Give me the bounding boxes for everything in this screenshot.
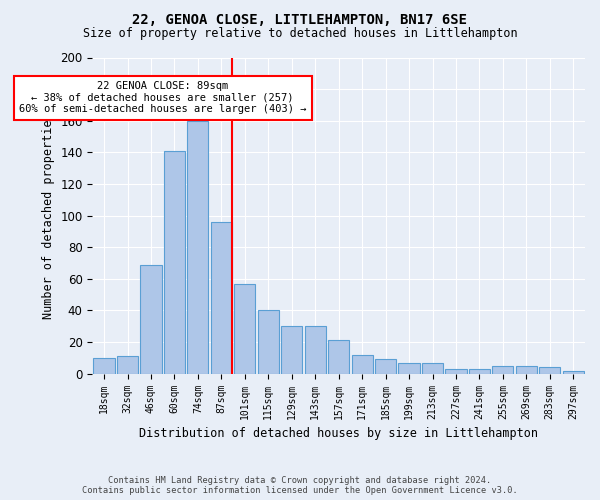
Bar	[187, 120, 208, 374]
Bar	[328, 340, 349, 374]
Bar	[94, 358, 115, 374]
Bar	[445, 369, 467, 374]
Text: 22 GENOA CLOSE: 89sqm
← 38% of detached houses are smaller (257)
60% of semi-det: 22 GENOA CLOSE: 89sqm ← 38% of detached …	[19, 81, 307, 114]
Bar	[398, 362, 419, 374]
Y-axis label: Number of detached properties: Number of detached properties	[41, 112, 55, 319]
Bar	[140, 264, 161, 374]
Bar	[375, 360, 396, 374]
Text: 22, GENOA CLOSE, LITTLEHAMPTON, BN17 6SE: 22, GENOA CLOSE, LITTLEHAMPTON, BN17 6SE	[133, 12, 467, 26]
Bar	[234, 284, 256, 374]
Text: Size of property relative to detached houses in Littlehampton: Size of property relative to detached ho…	[83, 28, 517, 40]
Bar	[539, 368, 560, 374]
Bar	[117, 356, 138, 374]
Text: Contains HM Land Registry data © Crown copyright and database right 2024.
Contai: Contains HM Land Registry data © Crown c…	[82, 476, 518, 495]
Bar	[563, 370, 584, 374]
X-axis label: Distribution of detached houses by size in Littlehampton: Distribution of detached houses by size …	[139, 427, 538, 440]
Bar	[211, 222, 232, 374]
Bar	[422, 362, 443, 374]
Bar	[258, 310, 279, 374]
Bar	[281, 326, 302, 374]
Bar	[352, 354, 373, 374]
Bar	[516, 366, 537, 374]
Bar	[493, 366, 514, 374]
Bar	[469, 369, 490, 374]
Bar	[305, 326, 326, 374]
Bar	[164, 151, 185, 374]
